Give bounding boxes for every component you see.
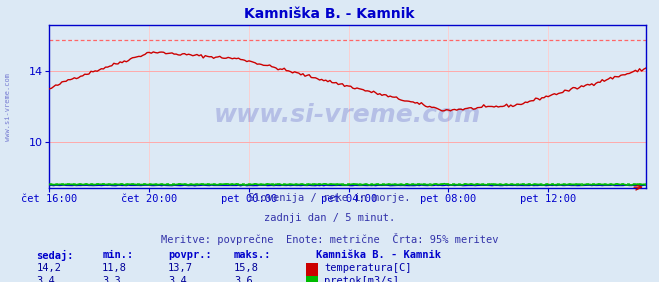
- Text: 3,3: 3,3: [102, 276, 121, 282]
- Text: 3,6: 3,6: [234, 276, 252, 282]
- Text: zadnji dan / 5 minut.: zadnji dan / 5 minut.: [264, 213, 395, 223]
- Text: 3,4: 3,4: [36, 276, 55, 282]
- Text: Kamniška B. - Kamnik: Kamniška B. - Kamnik: [316, 250, 442, 259]
- Text: 15,8: 15,8: [234, 263, 259, 273]
- Text: www.si-vreme.com: www.si-vreme.com: [214, 103, 481, 127]
- Text: 11,8: 11,8: [102, 263, 127, 273]
- Text: 3,4: 3,4: [168, 276, 186, 282]
- Text: povpr.:: povpr.:: [168, 250, 212, 259]
- Text: Slovenija / reke in morje.: Slovenija / reke in morje.: [248, 193, 411, 203]
- Text: Meritve: povprečne  Enote: metrične  Črta: 95% meritev: Meritve: povprečne Enote: metrične Črta:…: [161, 233, 498, 245]
- Text: Kamniška B. - Kamnik: Kamniška B. - Kamnik: [244, 7, 415, 21]
- Text: 13,7: 13,7: [168, 263, 193, 273]
- Text: temperatura[C]: temperatura[C]: [324, 263, 412, 273]
- Text: 14,2: 14,2: [36, 263, 61, 273]
- Text: www.si-vreme.com: www.si-vreme.com: [5, 73, 11, 141]
- Text: maks.:: maks.:: [234, 250, 272, 259]
- Text: min.:: min.:: [102, 250, 133, 259]
- Text: sedaj:: sedaj:: [36, 250, 74, 261]
- Text: pretok[m3/s]: pretok[m3/s]: [324, 276, 399, 282]
